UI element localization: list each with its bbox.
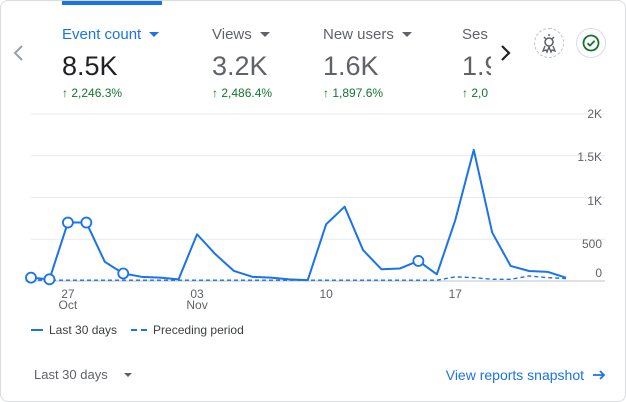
chevron-right-icon [501, 45, 511, 61]
data-point-marker [412, 255, 425, 267]
insights-button[interactable] [534, 28, 564, 58]
status-check-button[interactable] [576, 28, 606, 58]
insights-icon [541, 34, 557, 54]
caret-down-icon [259, 32, 270, 37]
tab-sessions[interactable]: Ses 1.9 ↑ 2,0 [462, 1, 491, 105]
metric-label: New users [323, 26, 394, 43]
legend-swatch-dashed [131, 329, 148, 331]
x-tick-month-label: Nov [186, 298, 207, 312]
date-range-dropdown[interactable]: Last 30 days [34, 367, 132, 382]
metric-delta: ↑ 2,486.4% [212, 86, 273, 100]
metric-label: Event count [62, 26, 142, 43]
legend-swatch-solid [31, 329, 43, 331]
legend-label: Preceding period [153, 323, 244, 337]
metric-delta: ↑ 2,0 [462, 86, 489, 100]
x-tick-label: 27 [61, 287, 75, 301]
previous-metrics-button[interactable] [9, 41, 29, 65]
chevron-left-icon [13, 45, 23, 61]
active-tab-indicator [62, 1, 162, 5]
data-point-marker [43, 273, 56, 286]
legend-label: Last 30 days [49, 323, 118, 337]
caret-down-icon [123, 372, 132, 377]
data-point-marker [80, 216, 93, 229]
metric-label: Views [212, 26, 252, 43]
tab-views[interactable]: Views 3.2K ↑ 2,486.4% [212, 1, 312, 105]
caret-down-icon [401, 32, 412, 37]
x-tick-label: 17 [449, 287, 463, 301]
y-tick-label: 0 [595, 266, 602, 280]
check-circle-icon [582, 34, 600, 52]
chart-legend: Last 30 days Preceding period [31, 323, 258, 337]
data-point-marker [25, 271, 37, 284]
metric-value: 3.2K [212, 51, 268, 81]
data-point-marker [117, 267, 130, 280]
y-tick-label: 1K [587, 194, 602, 208]
caret-down-icon [149, 32, 160, 37]
metric-value: 1.9 [462, 51, 491, 81]
x-tick-label: 03 [190, 287, 204, 301]
x-tick-label: 10 [319, 287, 333, 301]
tab-event-count[interactable]: Event count 8.5K ↑ 2,246.3% [62, 1, 192, 105]
metric-tabs: Event count 8.5K ↑ 2,246.3% Views 3.2K ↑… [41, 1, 491, 105]
tab-new-users[interactable]: New users 1.6K ↑ 1,897.6% [323, 1, 433, 105]
y-tick-label: 1.5K [577, 150, 602, 164]
legend-item-current: Last 30 days [31, 323, 117, 337]
metric-value: 8.5K [62, 51, 118, 81]
y-tick-label: 500 [582, 237, 602, 251]
arrow-right-icon [593, 370, 606, 380]
date-range-label: Last 30 days [34, 367, 108, 382]
y-tick-label: 2K [587, 107, 602, 121]
x-tick-month-label: Oct [59, 298, 78, 312]
next-metrics-button[interactable] [495, 41, 515, 65]
data-point-marker [61, 216, 74, 229]
view-reports-snapshot-link[interactable]: View reports snapshot [446, 367, 606, 383]
metric-label: Ses [462, 26, 488, 43]
metric-delta: ↑ 2,246.3% [62, 86, 123, 100]
metric-delta: ↑ 1,897.6% [323, 86, 384, 100]
metric-value: 1.6K [323, 51, 379, 81]
series-line-current [30, 148, 567, 282]
snapshot-link-label: View reports snapshot [445, 367, 584, 383]
legend-item-preceding: Preceding period [131, 323, 244, 337]
